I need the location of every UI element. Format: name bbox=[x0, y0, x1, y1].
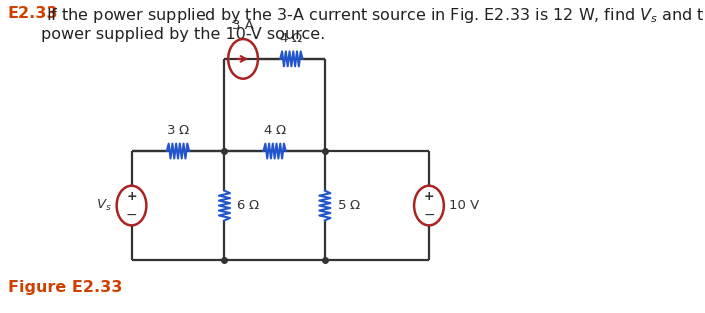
Text: E2.33: E2.33 bbox=[8, 6, 59, 21]
Text: 4 $\Omega$: 4 $\Omega$ bbox=[262, 124, 287, 137]
Text: $V_s$: $V_s$ bbox=[96, 198, 111, 213]
Text: −: − bbox=[423, 208, 435, 222]
Text: 5 $\Omega$: 5 $\Omega$ bbox=[337, 199, 361, 212]
Text: 6 $\Omega$: 6 $\Omega$ bbox=[236, 199, 261, 212]
Text: 3 A: 3 A bbox=[232, 19, 254, 32]
Text: 10 V: 10 V bbox=[449, 199, 479, 212]
Text: +: + bbox=[126, 190, 137, 203]
Text: −: − bbox=[125, 208, 137, 222]
Text: +: + bbox=[424, 190, 434, 203]
Text: Figure E2.33: Figure E2.33 bbox=[8, 280, 122, 295]
Text: If the power supplied by the 3-A current source in Fig. E2.33 is 12 W, find $V_s: If the power supplied by the 3-A current… bbox=[41, 6, 705, 43]
Text: 3 $\Omega$: 3 $\Omega$ bbox=[166, 124, 190, 137]
Text: 4 $\Omega$: 4 $\Omega$ bbox=[279, 32, 304, 44]
